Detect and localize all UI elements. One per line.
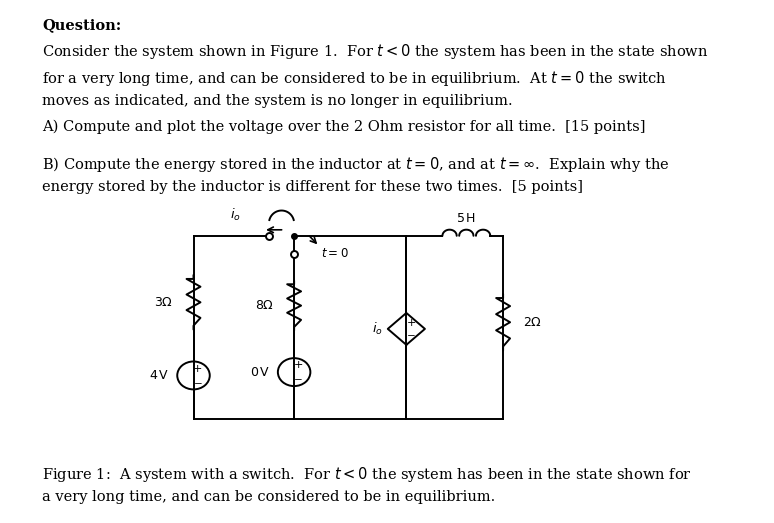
Text: +: +: [406, 318, 416, 328]
Text: $5\,\mathrm{H}$: $5\,\mathrm{H}$: [456, 212, 477, 225]
Text: $8\Omega$: $8\Omega$: [255, 299, 274, 312]
Text: $0\,\mathrm{V}$: $0\,\mathrm{V}$: [250, 366, 270, 379]
Text: A) Compute and plot the voltage over the 2 Ohm resistor for all time.  [15 point: A) Compute and plot the voltage over the…: [42, 120, 646, 134]
Text: $-$: $-$: [406, 331, 416, 339]
Text: $i_o$: $i_o$: [372, 321, 383, 337]
Text: Consider the system shown in Figure 1.  For $t < 0$ the system has been in the s: Consider the system shown in Figure 1. F…: [42, 42, 708, 108]
Text: $t=0$: $t=0$: [321, 247, 349, 260]
Text: Question:: Question:: [42, 18, 122, 32]
Text: $-$: $-$: [293, 374, 303, 383]
Text: Figure 1:  A system with a switch.  For $t < 0$ the system has been in the state: Figure 1: A system with a switch. For $t…: [42, 465, 692, 504]
Text: $3\Omega$: $3\Omega$: [154, 296, 173, 309]
Text: $4\,\mathrm{V}$: $4\,\mathrm{V}$: [149, 369, 170, 382]
Text: $i_o$: $i_o$: [230, 207, 241, 223]
Text: $2\Omega$: $2\Omega$: [523, 316, 543, 329]
Text: $-$: $-$: [193, 378, 202, 386]
Text: +: +: [193, 364, 202, 374]
Text: +: +: [293, 360, 303, 370]
Text: B) Compute the energy stored in the inductor at $t = 0$, and at $t = \infty$.  E: B) Compute the energy stored in the indu…: [42, 155, 670, 194]
